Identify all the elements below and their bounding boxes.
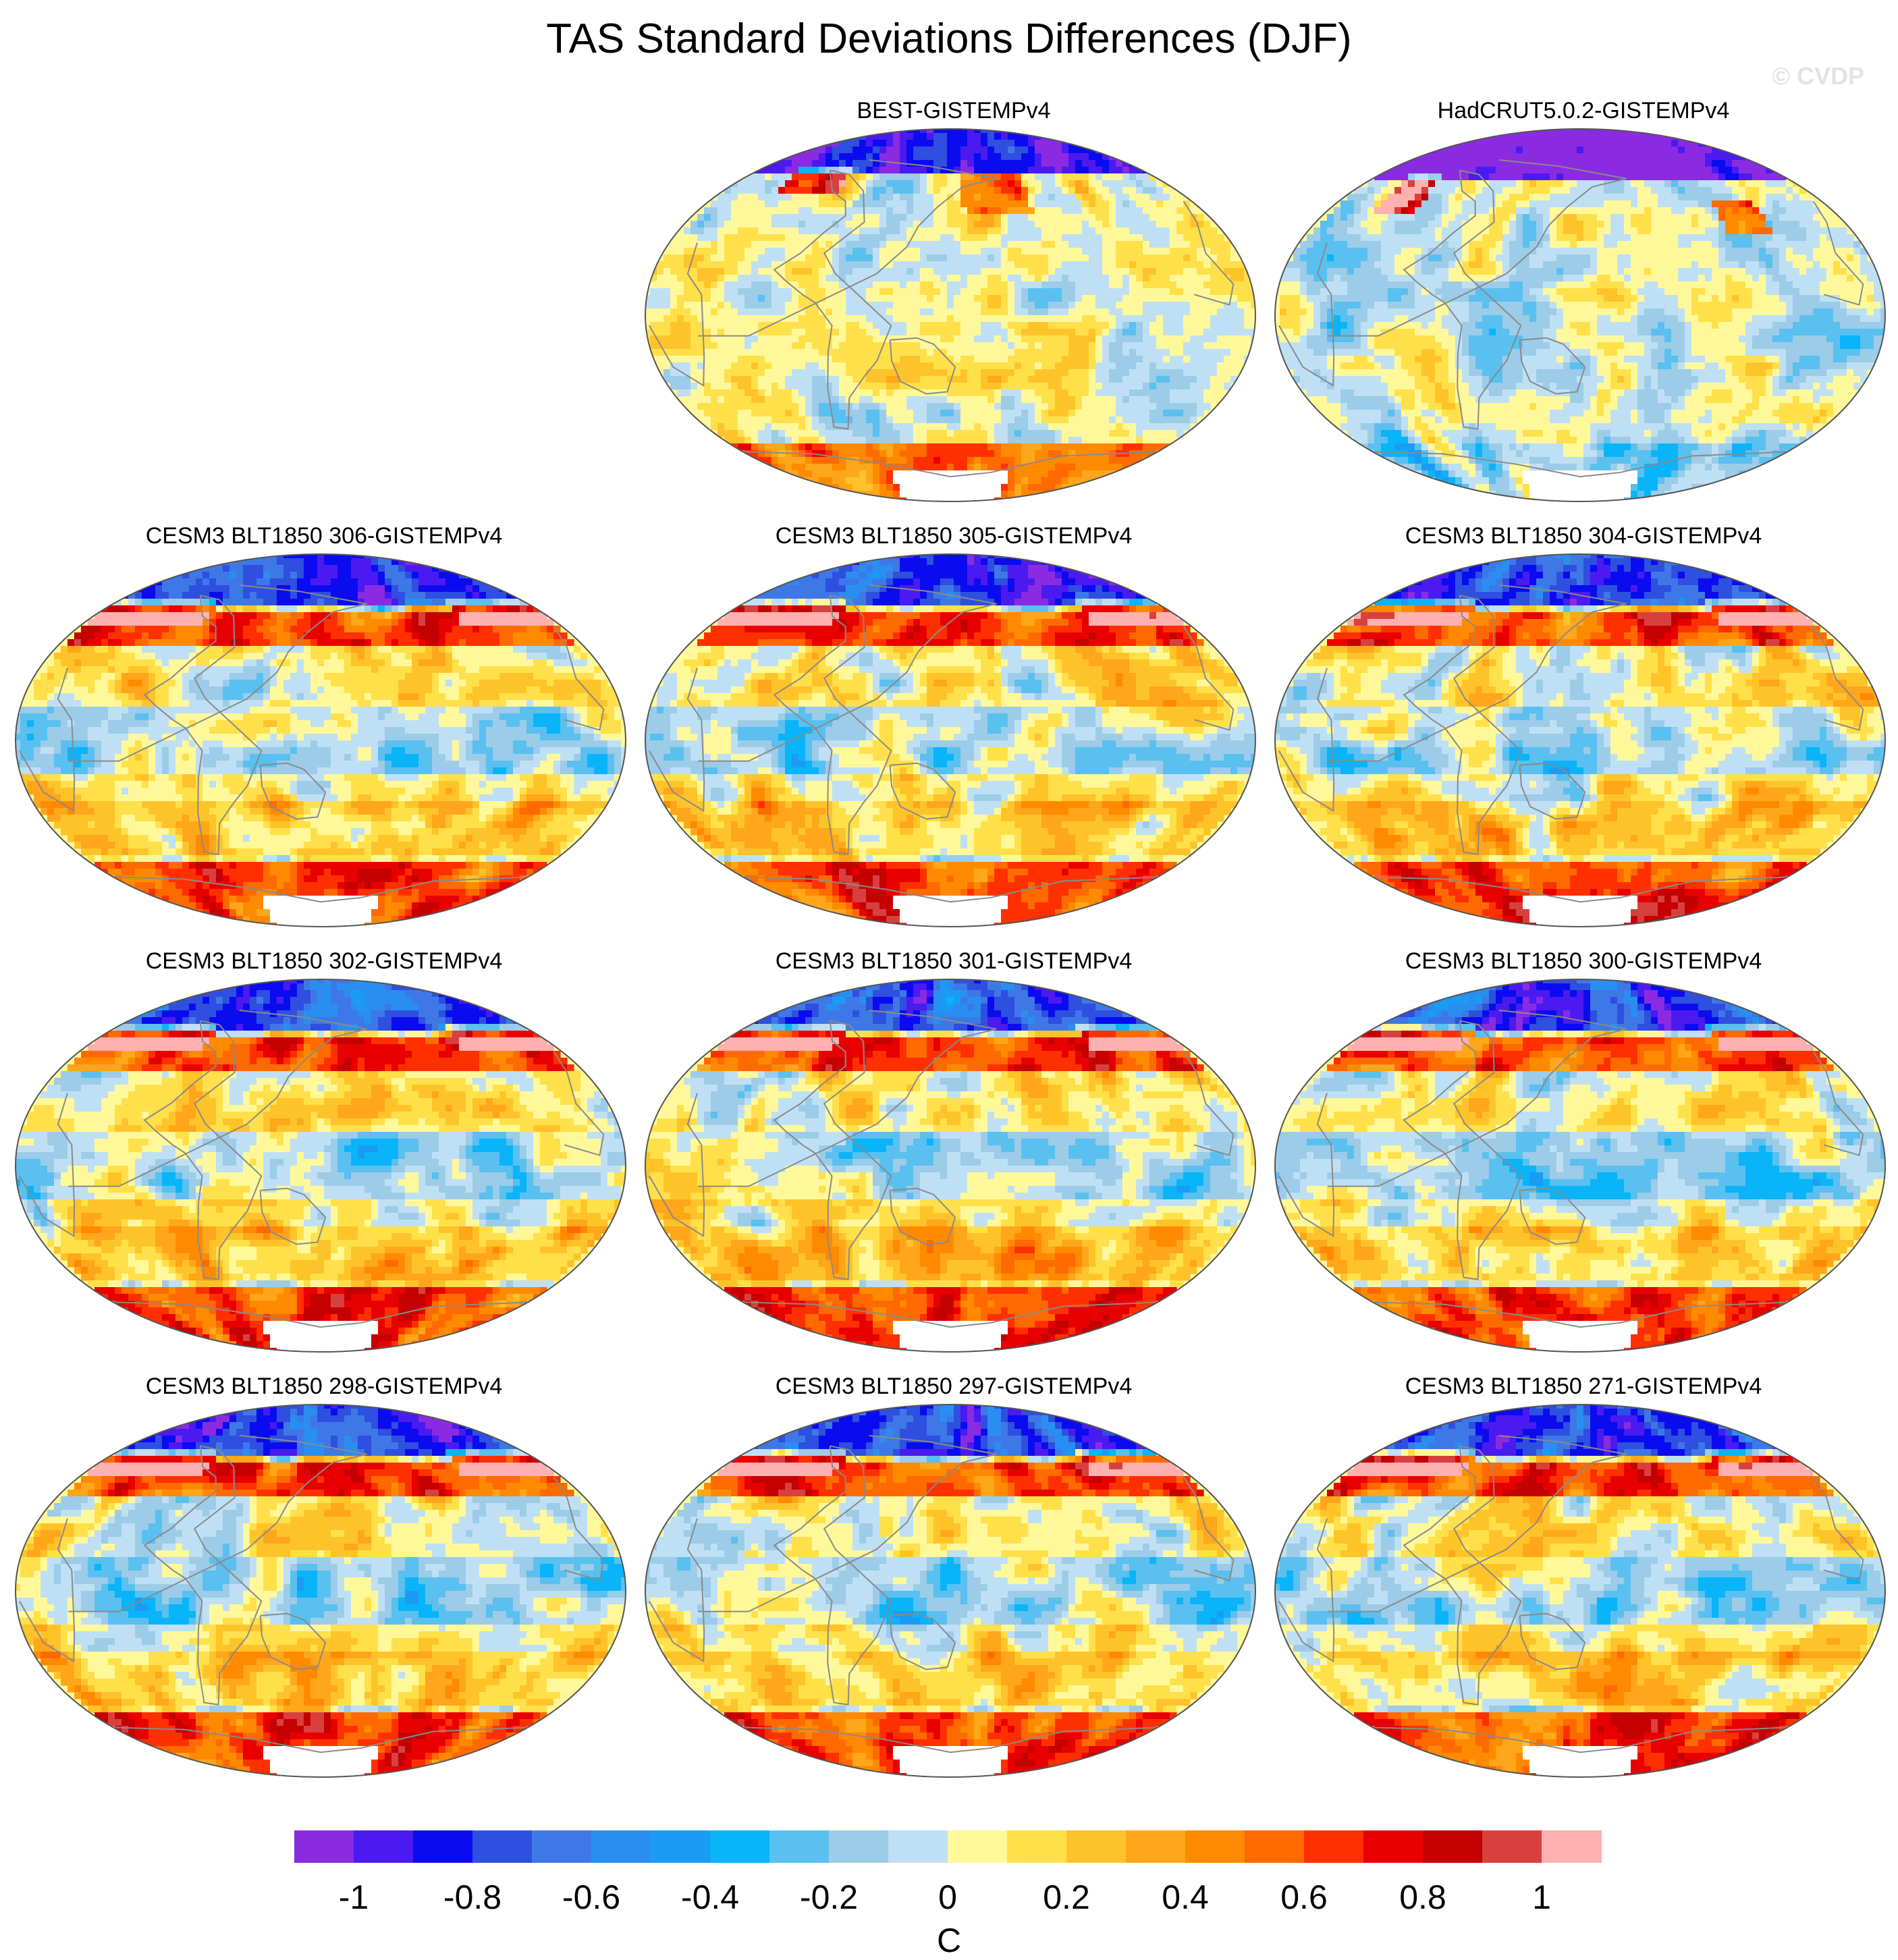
colorbar-swatch: [1066, 1830, 1127, 1863]
colorbar-tick-label: -0.2: [800, 1878, 858, 1917]
colorbar-swatch: [1126, 1830, 1186, 1863]
map-field: [1273, 551, 1887, 929]
colorbar-swatch: [829, 1830, 889, 1863]
colorbar-tick-label: -0.8: [443, 1878, 501, 1917]
map-panel: CESM3 BLT1850 305-GISTEMPv4: [643, 523, 1264, 928]
panel-title: HadCRUT5.0.2-GISTEMPv4: [1273, 98, 1894, 124]
panel-title: CESM3 BLT1850 302-GISTEMPv4: [13, 948, 634, 975]
map-panel: CESM3 BLT1850 298-GISTEMPv4: [13, 1373, 634, 1778]
colorbar-tick-label: 0: [938, 1878, 957, 1917]
colorbar-swatch: [948, 1830, 1008, 1863]
map-field: [643, 126, 1257, 504]
panel-title: CESM3 BLT1850 305-GISTEMPv4: [643, 523, 1264, 549]
colorbar-swatch: [1542, 1830, 1602, 1863]
colorbar-swatch: [1245, 1830, 1305, 1863]
colorbar-swatch: [1482, 1830, 1542, 1863]
panel-title: CESM3 BLT1850 301-GISTEMPv4: [643, 948, 1264, 975]
map-field: [1273, 977, 1887, 1355]
colorbar-swatch: [1007, 1830, 1067, 1863]
panel-title: CESM3 BLT1850 300-GISTEMPv4: [1273, 948, 1894, 975]
panel-title: CESM3 BLT1850 304-GISTEMPv4: [1273, 523, 1894, 549]
page-title: TAS Standard Deviations Differences (DJF…: [0, 15, 1898, 63]
colorbar-swatch: [1423, 1830, 1483, 1863]
panel-title: CESM3 BLT1850 298-GISTEMPv4: [13, 1373, 634, 1400]
map-panel: CESM3 BLT1850 304-GISTEMPv4: [1273, 523, 1894, 928]
colorbar-tick-label: -1: [339, 1878, 369, 1917]
colorbar-swatch: [1185, 1830, 1245, 1863]
colorbar-swatch: [651, 1830, 711, 1863]
map-panel: CESM3 BLT1850 300-GISTEMPv4: [1273, 948, 1894, 1353]
panel-title: CESM3 BLT1850 297-GISTEMPv4: [643, 1373, 1264, 1400]
colorbar-swatch: [710, 1830, 770, 1863]
colorbar-tick-label: 0.8: [1399, 1878, 1446, 1917]
colorbar-tick-label: -0.4: [681, 1878, 739, 1917]
colorbar-swatch: [413, 1830, 473, 1863]
colorbar-swatch: [294, 1830, 354, 1863]
map-panel: CESM3 BLT1850 306-GISTEMPv4: [13, 523, 634, 928]
map-field: [13, 551, 628, 929]
colorbar-unit: C: [0, 1921, 1898, 1960]
map-field: [643, 1402, 1257, 1780]
colorbar-swatch: [769, 1830, 830, 1863]
colorbar-swatch: [532, 1830, 592, 1863]
colorbar-swatch: [354, 1830, 414, 1863]
map-panel: CESM3 BLT1850 302-GISTEMPv4: [13, 948, 634, 1353]
colorbar-swatch: [591, 1830, 651, 1863]
colorbar-swatch: [1304, 1830, 1364, 1863]
colorbar-swatch: [472, 1830, 533, 1863]
colorbar-swatch: [888, 1830, 948, 1863]
map-panel: HadCRUT5.0.2-GISTEMPv4: [1273, 98, 1894, 503]
panel-title: CESM3 BLT1850 271-GISTEMPv4: [1273, 1373, 1894, 1400]
map-field: [13, 1402, 628, 1780]
map-field: [643, 551, 1257, 929]
map-panel: BEST-GISTEMPv4: [643, 98, 1264, 503]
colorbar-tick-label: -0.6: [562, 1878, 620, 1917]
panel-title: CESM3 BLT1850 306-GISTEMPv4: [13, 523, 634, 549]
map-panel: CESM3 BLT1850 297-GISTEMPv4: [643, 1373, 1264, 1778]
colorbar-tick-label: 0.6: [1280, 1878, 1328, 1917]
colorbar-swatch: [1363, 1830, 1424, 1863]
colorbar-tick-label: 0.4: [1162, 1878, 1209, 1917]
map-field: [1273, 126, 1887, 504]
watermark: © CVDP: [1772, 62, 1864, 90]
map-field: [643, 977, 1257, 1355]
map-field: [1273, 1402, 1887, 1780]
colorbar-tick-label: 1: [1532, 1878, 1551, 1917]
map-panel: CESM3 BLT1850 301-GISTEMPv4: [643, 948, 1264, 1353]
colorbar-tick-label: 0.2: [1043, 1878, 1090, 1917]
map-field: [13, 977, 628, 1355]
panel-title: BEST-GISTEMPv4: [643, 98, 1264, 124]
map-panel: CESM3 BLT1850 271-GISTEMPv4: [1273, 1373, 1894, 1778]
